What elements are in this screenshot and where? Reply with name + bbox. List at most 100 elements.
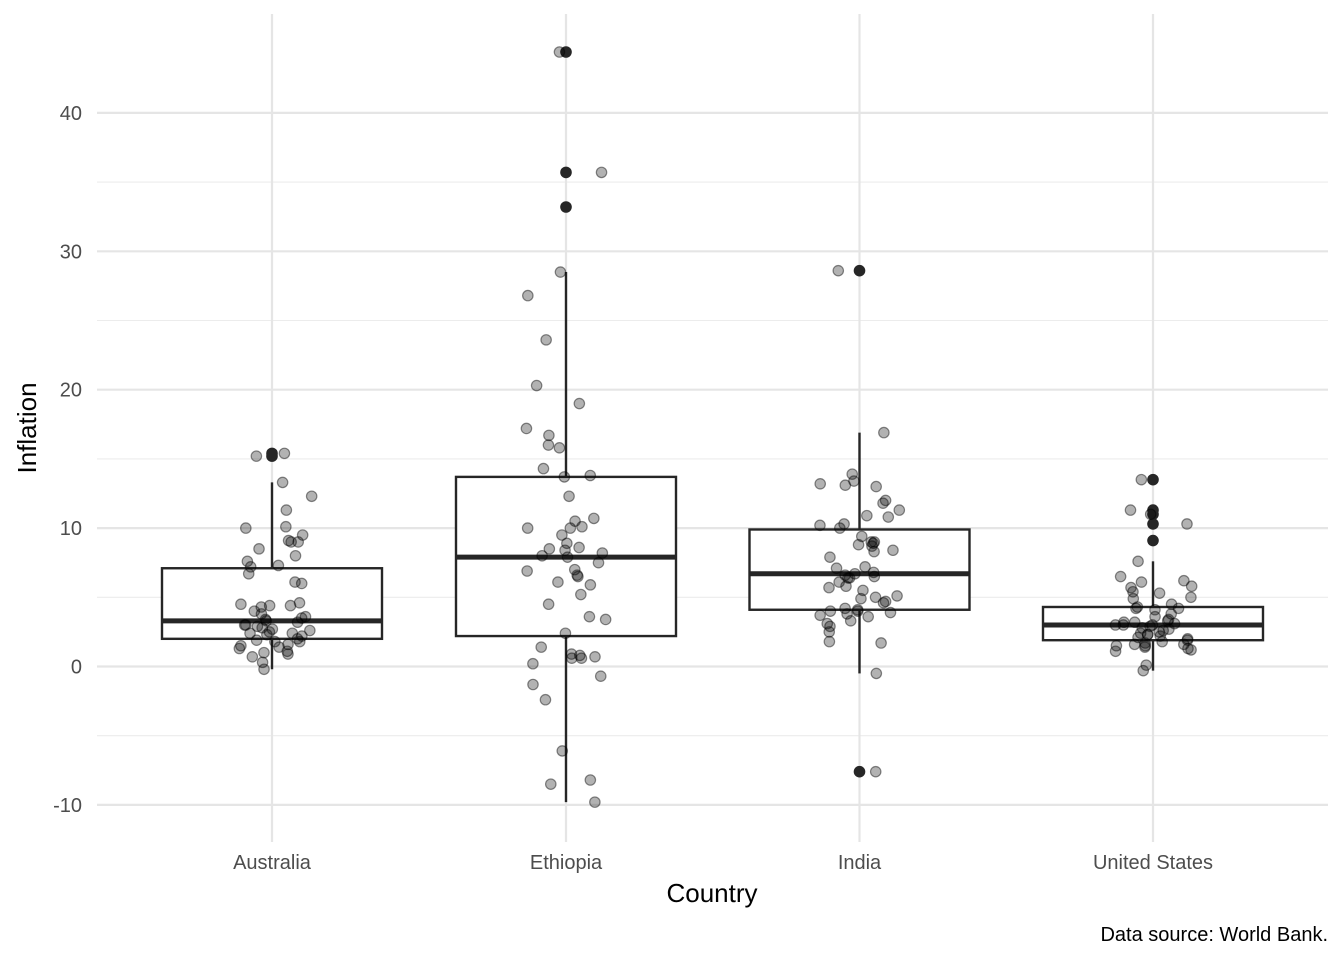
data-point [821,617,834,630]
data-point [879,494,892,507]
data-point [278,447,291,460]
outlier-point [1147,473,1159,486]
outlier-point [853,264,866,277]
data-point [824,620,836,633]
data-point [882,511,895,523]
data-point [563,490,575,503]
outlier-point [560,166,572,179]
data-point [592,556,605,569]
data-point [1136,621,1149,634]
data-point [867,566,880,579]
data-point [556,529,568,541]
data-point [256,656,269,669]
data-point [584,579,597,591]
data-point [859,561,871,573]
data-point [1163,623,1175,635]
data-point [573,397,586,410]
data-point [1178,574,1190,587]
data-point [870,667,883,680]
data-point [1139,639,1152,652]
y-tick-label: 30 [60,241,82,263]
data-point [240,522,252,534]
data-point [588,512,600,525]
x-tick-label: India [838,852,882,874]
data-point [238,619,251,631]
x-tick-label: United States [1093,852,1213,874]
outlier-point [560,46,572,58]
data-point [572,570,584,583]
data-point [877,597,890,609]
data-point [846,468,859,480]
data-point [1110,639,1123,652]
data-point [830,562,843,575]
data-point [1109,645,1122,658]
data-point [1140,659,1153,671]
data-point [556,745,569,757]
data-point [866,540,878,552]
data-point [584,469,597,482]
data-point [594,670,607,682]
data-point [814,519,826,532]
data-point [1135,576,1148,588]
data-point [276,476,289,489]
data-point [542,598,555,611]
data-point [843,572,856,584]
data-point [851,605,864,617]
x-tick-label: Australia [233,852,312,874]
data-point [861,509,873,522]
data-point [284,599,297,612]
data-point [235,639,247,652]
data-point [255,608,268,620]
data-point [1149,610,1161,623]
jittered-points [233,46,1198,808]
major-gridlines [97,14,1328,842]
data-point [855,530,868,543]
data-point [1182,642,1194,655]
data-point [527,657,539,670]
data-point [521,522,534,534]
x-axis-tick-labels: Australia Ethiopia India United States [233,852,1213,874]
data-point [855,592,867,605]
data-point [1153,626,1165,638]
data-point [891,590,903,602]
data-point [575,588,587,601]
data-point [240,619,252,631]
data-point [1153,587,1166,599]
data-point [295,577,308,590]
data-point [530,379,543,392]
data-point [1157,624,1169,637]
data-point [520,422,533,435]
data-point [559,627,572,640]
outlier-point [1147,504,1159,516]
y-tick-label: 0 [71,657,82,679]
data-point [289,549,302,562]
data-point [553,46,566,58]
data-point [259,613,272,626]
data-point [576,520,588,533]
data-point [1181,633,1194,645]
data-point [824,551,836,563]
data-point [286,627,299,640]
data-point [542,439,555,451]
data-point [832,264,845,277]
data-point [1134,627,1147,640]
data-point [244,627,256,640]
data-point [1125,581,1137,594]
data-point [1130,602,1142,615]
data-point [840,580,852,593]
data-point [1141,628,1154,641]
data-point [260,615,273,627]
y-tick-label: 20 [60,380,82,402]
data-point [263,599,276,612]
data-point [838,518,850,530]
data-point [304,624,316,637]
y-axis-tick-labels: -10 0 10 20 30 40 [53,103,82,817]
data-point [568,563,581,576]
data-point [251,620,264,633]
data-point [1168,617,1181,630]
data-point [575,652,588,664]
data-point [269,635,281,648]
data-point [1118,616,1130,629]
data-point [1132,631,1144,644]
data-point [1172,602,1185,615]
